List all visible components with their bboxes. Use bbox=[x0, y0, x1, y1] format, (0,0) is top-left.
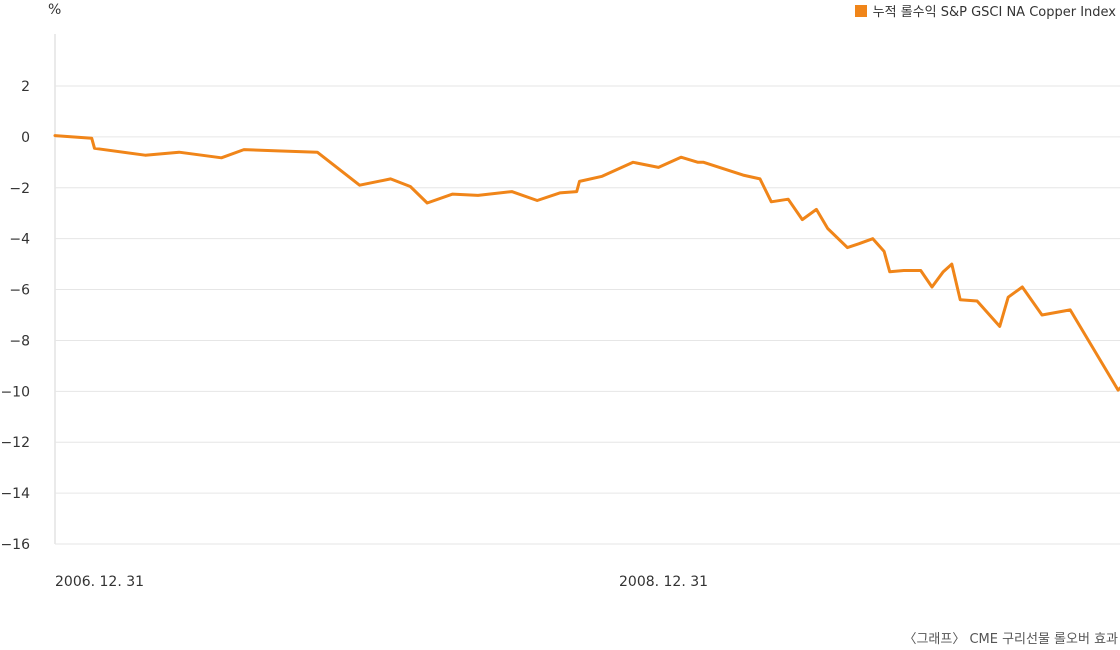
legend-swatch bbox=[854, 4, 867, 17]
y-tick-label: 0 bbox=[21, 130, 30, 146]
y-unit-label: % bbox=[48, 2, 62, 18]
y-tick-label: −6 bbox=[9, 283, 30, 299]
figure-caption: 〈그래프〉 CME 구리선물 롤오버 효과 bbox=[903, 632, 1118, 647]
legend: 누적 롤수익 S&P GSCI NA Copper Index bbox=[854, 1, 1116, 20]
x-tick-label: 2008. 12. 31 bbox=[619, 574, 708, 590]
y-tick-label: 2 bbox=[21, 79, 30, 95]
y-axis: 2 0 −2 −4 −6 −8 −10 −12 −14 −16 bbox=[0, 79, 30, 553]
y-tick-label: −16 bbox=[0, 537, 30, 553]
y-tick-label: −8 bbox=[9, 333, 30, 349]
y-tick-label: −4 bbox=[9, 232, 30, 248]
gridlines bbox=[54, 34, 1120, 545]
y-tick-label: −2 bbox=[9, 181, 30, 197]
series-line bbox=[53, 134, 1120, 392]
series-lines bbox=[53, 134, 1120, 392]
y-tick-label: −10 bbox=[0, 384, 30, 400]
x-tick-label: 2006. 12. 31 bbox=[55, 574, 144, 590]
y-tick-label: −12 bbox=[0, 435, 30, 451]
legend-label: 누적 롤수익 S&P GSCI NA Copper Index bbox=[872, 5, 1116, 20]
y-tick-label: −14 bbox=[0, 486, 30, 502]
